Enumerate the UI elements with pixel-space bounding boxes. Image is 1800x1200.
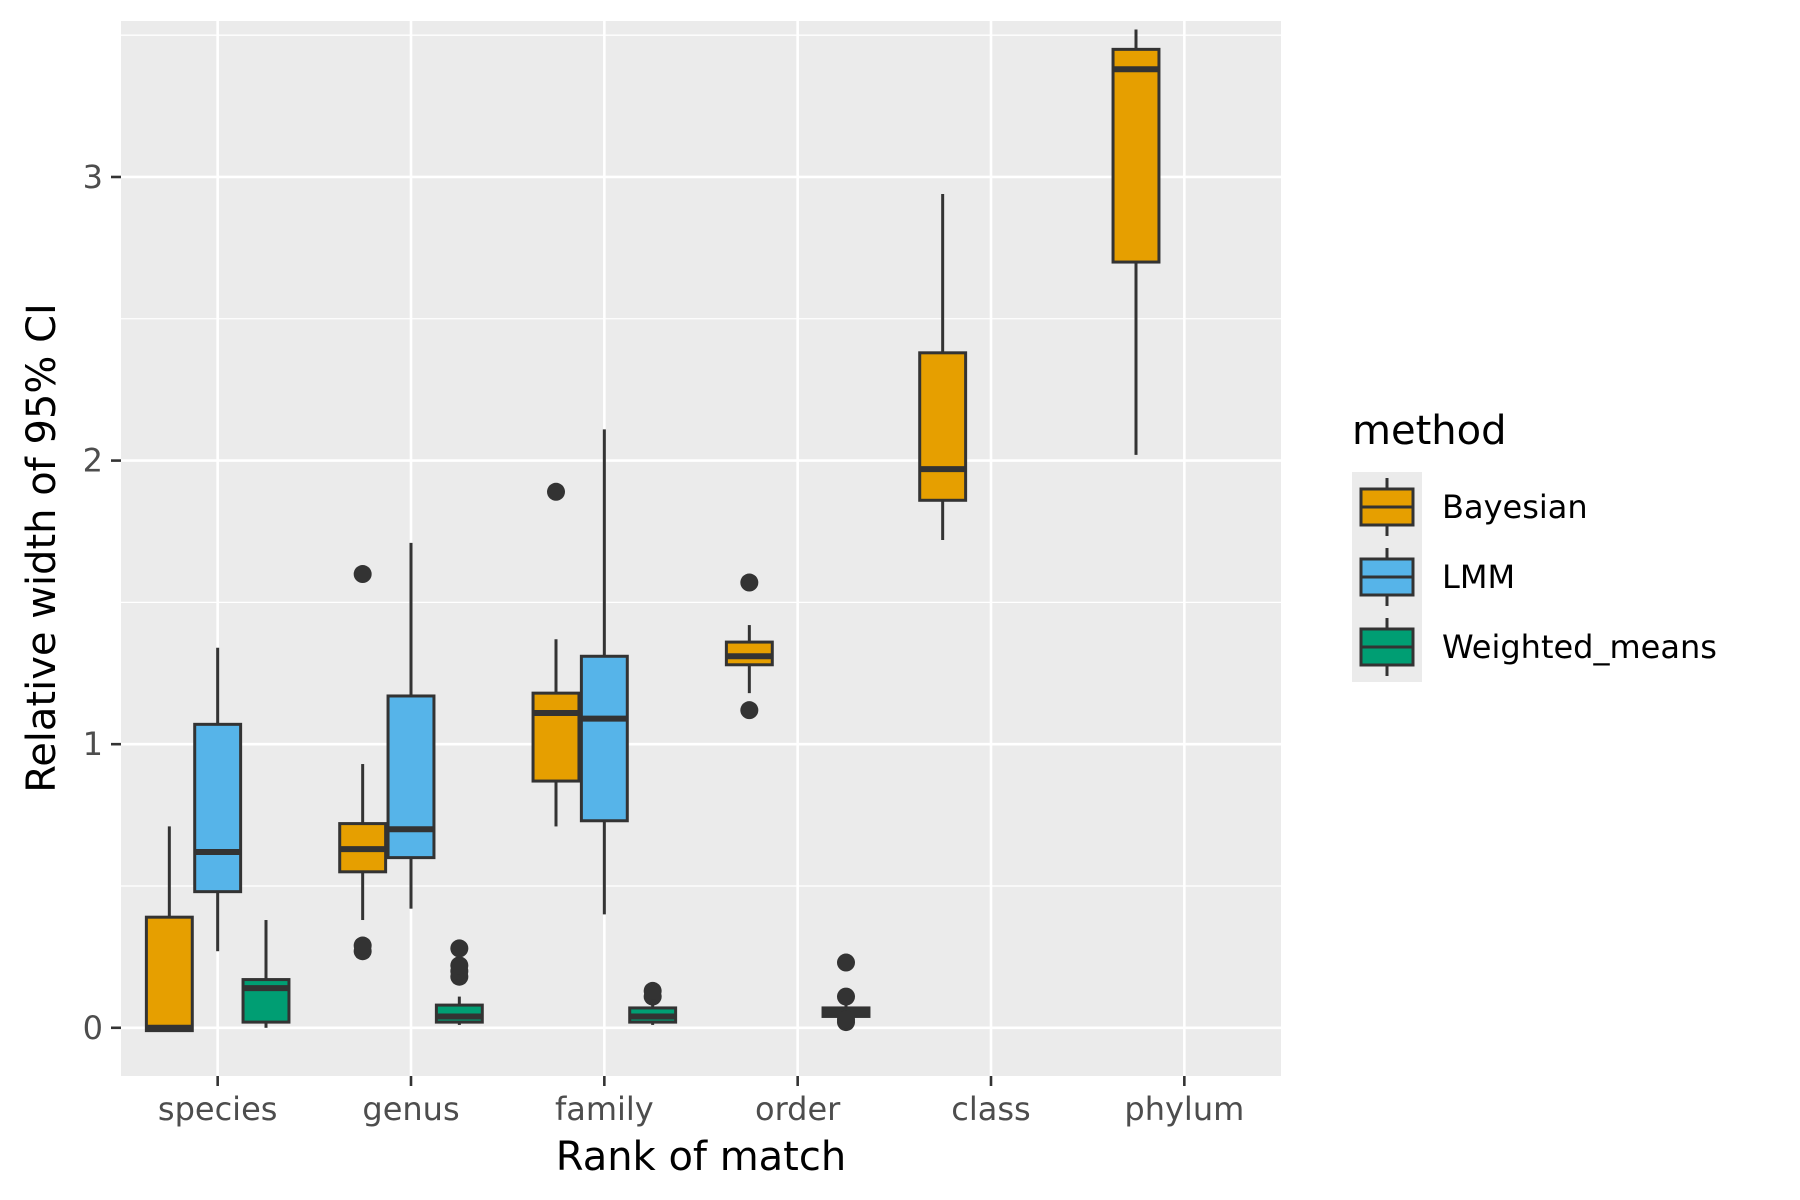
box-body [1111, 47, 1161, 264]
x-tick-label: family [555, 1090, 654, 1128]
outlier-point [837, 953, 855, 972]
box-Bayesian-class [918, 193, 968, 540]
box-Weighted_means-order [821, 953, 871, 1032]
legend-label: Weighted_means [1442, 628, 1717, 666]
y-axis-title: Relative width of 95% CI [19, 303, 65, 793]
legend-item-Weighted_means: Weighted_means [1352, 612, 1717, 682]
grid [121, 21, 1281, 1076]
outlier-point [740, 701, 759, 720]
legend-item-Bayesian: Bayesian [1352, 472, 1588, 542]
x-tick-label: order [755, 1090, 841, 1128]
outlier-point [450, 956, 469, 975]
outlier-point [740, 573, 759, 592]
box-Weighted_means-species [241, 920, 291, 1028]
x-tick-label: phylum [1124, 1090, 1244, 1128]
boxes [144, 29, 1161, 1033]
box-Weighted_means-genus [434, 939, 484, 1025]
box-Bayesian-species [144, 826, 194, 1033]
box-body [144, 915, 194, 1033]
legend: method Bayesian LMM Weighted_means [1352, 408, 1717, 682]
y-tick-label: 2 [83, 442, 103, 480]
box-Bayesian-order [724, 573, 774, 720]
x-tick-label: species [158, 1090, 278, 1128]
x-axis-title: Rank of match [556, 1134, 846, 1180]
outlier-point [450, 939, 469, 958]
box-body [579, 654, 629, 823]
x-tick-label: genus [362, 1090, 459, 1128]
box-body [386, 694, 436, 860]
outlier-point [837, 987, 855, 1006]
y-tick-label: 3 [83, 158, 103, 196]
outlier-point [643, 981, 662, 1000]
y-axis: 0 1 2 3 [83, 158, 121, 1047]
legend-title: method [1352, 408, 1506, 454]
box-body [193, 722, 243, 894]
x-tick-label: class [951, 1090, 1030, 1128]
outlier-point [547, 482, 565, 501]
box-Bayesian-phylum [1111, 29, 1161, 455]
box-LMM-genus [386, 542, 436, 909]
box-Bayesian-family [531, 482, 581, 827]
legend-label: Bayesian [1442, 488, 1588, 526]
box-LMM-family [579, 429, 629, 915]
y-tick-label: 1 [83, 725, 103, 763]
outlier-point [353, 936, 372, 955]
y-tick-label: 0 [83, 1009, 103, 1047]
box-body [918, 351, 968, 502]
outlier-point [353, 565, 372, 584]
legend-item-LMM: LMM [1352, 542, 1515, 612]
box-Weighted_means-family [628, 981, 678, 1025]
outlier-point [837, 1010, 855, 1029]
x-axis: species genus family order class phylum [158, 1076, 1244, 1128]
panel-background [121, 21, 1281, 1076]
box-body [531, 691, 581, 783]
legend-label: LMM [1442, 558, 1515, 596]
box-LMM-species [193, 647, 243, 952]
box-Bayesian-genus [338, 565, 388, 961]
